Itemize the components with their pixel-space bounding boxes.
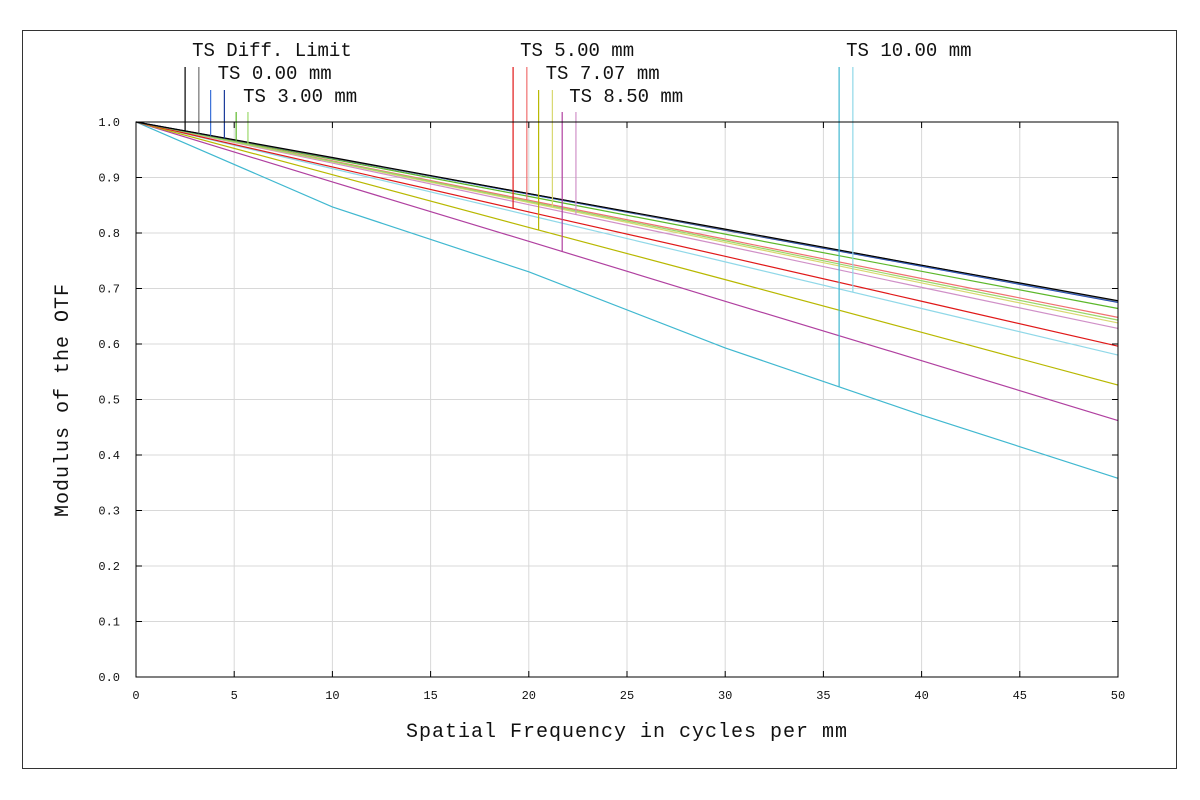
chart-frame: [22, 30, 1177, 769]
legend-label: TS 3.00 mm: [243, 86, 357, 108]
y-tick-label: 0.0: [98, 671, 120, 685]
x-axis-title: Spatial Frequency in cycles per mm: [406, 721, 848, 744]
series-line-10-00-mm-s: [135, 121, 1119, 356]
series-line-3-00-mm-t: [135, 121, 1119, 310]
x-tick-label: 25: [620, 689, 634, 703]
ticks: 0 5 10 15 20 25 30 35 40 45 50 0.0 0.1 0.2 0.3 0.4 0.5 0.…: [98, 116, 1125, 703]
y-tick-label: 0.5: [98, 394, 120, 408]
grid: [135, 121, 1119, 678]
x-tick-label: 30: [718, 689, 732, 703]
series-line-5-00-mm-t: [135, 121, 1119, 347]
series-line-7-07-mm-t: [135, 121, 1119, 386]
y-tick-label: 0.8: [98, 227, 120, 241]
legend-label: TS Diff. Limit: [192, 40, 352, 62]
x-tick-label: 5: [231, 689, 238, 703]
x-tick-label: 20: [522, 689, 536, 703]
legend-label: TS 10.00 mm: [846, 40, 971, 62]
series-lines: [135, 121, 1119, 479]
y-tick-label: 1.0: [98, 116, 120, 130]
legend-label: TS 0.00 mm: [218, 63, 332, 85]
series-line-8-50-mm-t: [135, 121, 1119, 422]
y-tick-label: 0.6: [98, 338, 120, 352]
legend-label: TS 5.00 mm: [520, 40, 634, 62]
x-tick-label: 40: [914, 689, 928, 703]
series-line-3-00-mm-s: [135, 121, 1119, 321]
x-tick-label: 0: [132, 689, 139, 703]
series-line-10-00-mm-t: [135, 121, 1119, 479]
x-tick-label: 10: [325, 689, 339, 703]
y-tick-label: 0.7: [98, 283, 120, 297]
x-tick-label: 35: [816, 689, 830, 703]
x-tick-label: 15: [423, 689, 437, 703]
y-axis-title: Modulus of the OTF: [52, 283, 75, 517]
legend-label: TS 7.07 mm: [546, 63, 660, 85]
y-tick-label: 0.4: [98, 449, 120, 463]
y-tick-label: 0.2: [98, 560, 120, 574]
y-tick-label: 0.9: [98, 172, 120, 186]
y-tick-label: 0.1: [98, 616, 120, 630]
series-line-diff-limit-t: [135, 121, 1119, 302]
x-tick-label: 45: [1013, 689, 1027, 703]
series-line-8-50-mm-s: [135, 121, 1119, 330]
plot-border: [135, 121, 1119, 678]
x-tick-label: 50: [1111, 689, 1125, 703]
legend-label: TS 8.50 mm: [569, 86, 683, 108]
y-tick-label: 0.3: [98, 505, 120, 519]
